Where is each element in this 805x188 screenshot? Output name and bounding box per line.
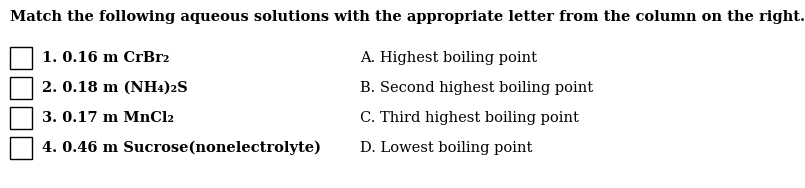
Text: D. Lowest boiling point: D. Lowest boiling point: [360, 141, 532, 155]
Text: 4. 0.46 m Sucrose(nonelectrolyte): 4. 0.46 m Sucrose(nonelectrolyte): [42, 141, 321, 155]
Bar: [10, 47, 32, 69]
Text: 3. 0.17 m MnCl₂: 3. 0.17 m MnCl₂: [42, 111, 174, 125]
Text: C. Third highest boiling point: C. Third highest boiling point: [360, 111, 579, 125]
Text: Match the following aqueous solutions with the appropriate letter from the colum: Match the following aqueous solutions wi…: [10, 10, 805, 24]
Text: 2. 0.18 m (NH₄)₂S: 2. 0.18 m (NH₄)₂S: [42, 81, 188, 95]
Text: B. Second highest boiling point: B. Second highest boiling point: [360, 81, 593, 95]
Bar: [10, 107, 32, 129]
Bar: [10, 137, 32, 159]
Text: 1. 0.16 m CrBr₂: 1. 0.16 m CrBr₂: [42, 51, 169, 65]
Text: A. Highest boiling point: A. Highest boiling point: [360, 51, 537, 65]
Bar: [10, 77, 32, 99]
